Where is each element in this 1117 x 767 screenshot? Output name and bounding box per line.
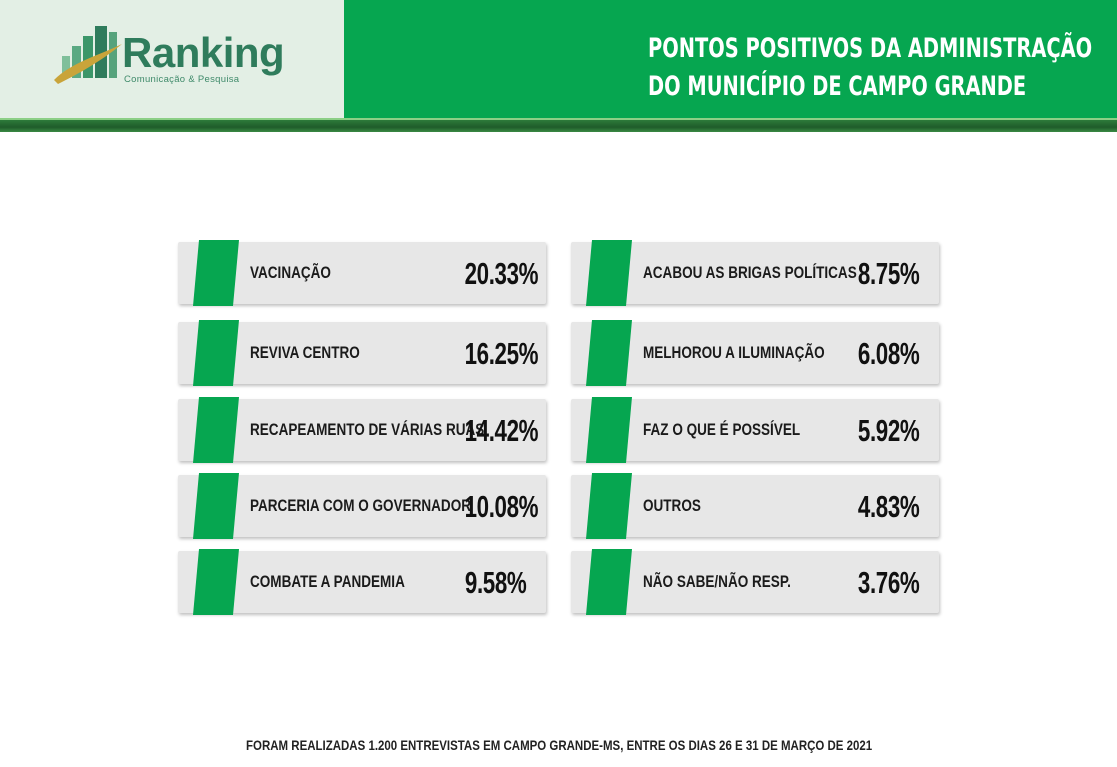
result-value: 20.33% [464, 256, 538, 291]
result-card: REVIVA CENTRO 16.25% [178, 320, 546, 386]
survey-footnote: FORAM REALIZADAS 1.200 ENTREVISTAS EM CA… [246, 737, 873, 753]
result-label: MELHOROU A ILUMINAÇÃO [643, 344, 825, 362]
result-value: 3.76% [857, 565, 920, 600]
green-tab-accent [586, 240, 632, 306]
green-tab-accent [586, 320, 632, 386]
page-title-line-1: PONTOS POSITIVOS DA ADMINISTRAÇÃO [648, 33, 1093, 64]
result-card: MELHOROU A ILUMINAÇÃO 6.08% [571, 320, 939, 386]
result-value: 4.83% [857, 489, 920, 524]
result-card: ACABOU AS BRIGAS POLÍTICAS 8.75% [571, 240, 939, 306]
page-title: PONTOS POSITIVOS DA ADMINISTRAÇÃO DO MUN… [648, 30, 1092, 106]
result-value: 10.08% [464, 489, 538, 524]
result-value: 5.92% [857, 413, 920, 448]
result-value: 8.75% [857, 256, 920, 291]
green-tab-accent [193, 240, 239, 306]
logo-wordmark: Ranking [122, 29, 285, 76]
result-value: 16.25% [464, 336, 538, 371]
header-divider [0, 120, 1117, 132]
result-label: RECAPEAMENTO DE VÁRIAS RUAS [250, 421, 485, 439]
green-tab-accent [586, 397, 632, 463]
result-label: ACABOU AS BRIGAS POLÍTICAS [643, 264, 857, 282]
result-card: PARCERIA COM O GOVERNADOR 10.08% [178, 473, 546, 539]
green-tab-accent [586, 473, 632, 539]
result-value: 9.58% [464, 565, 527, 600]
result-card: FAZ O QUE É POSSÍVEL 5.92% [571, 397, 939, 463]
result-card: OUTROS 4.83% [571, 473, 939, 539]
result-label: NÃO SABE/NÃO RESP. [643, 573, 791, 591]
page-title-line-2: DO MUNICÍPIO DE CAMPO GRANDE [648, 71, 1027, 102]
green-tab-accent [193, 473, 239, 539]
logo-subtitle: Comunicação & Pesquisa [124, 74, 240, 85]
result-card: NÃO SABE/NÃO RESP. 3.76% [571, 549, 939, 615]
green-tab-accent [193, 549, 239, 615]
green-tab-accent [586, 549, 632, 615]
green-tab-accent [193, 397, 239, 463]
result-label: REVIVA CENTRO [250, 344, 360, 362]
green-tab-accent [193, 320, 239, 386]
ranking-logo-icon [54, 26, 122, 84]
result-value: 14.42% [464, 413, 538, 448]
logo-panel: Ranking Comunicação & Pesquisa [0, 0, 344, 120]
result-card: RECAPEAMENTO DE VÁRIAS RUAS 14.42% [178, 397, 546, 463]
result-label: COMBATE A PANDEMIA [250, 573, 405, 591]
result-label: FAZ O QUE É POSSÍVEL [643, 421, 801, 439]
result-label: OUTROS [643, 497, 701, 515]
result-card: VACINAÇÃO 20.33% [178, 240, 546, 306]
result-label: VACINAÇÃO [250, 264, 331, 282]
result-label: PARCERIA COM O GOVERNADOR [250, 497, 472, 515]
header-divider-highlight [0, 118, 1117, 121]
result-value: 6.08% [857, 336, 920, 371]
result-card: COMBATE A PANDEMIA 9.58% [178, 549, 546, 615]
